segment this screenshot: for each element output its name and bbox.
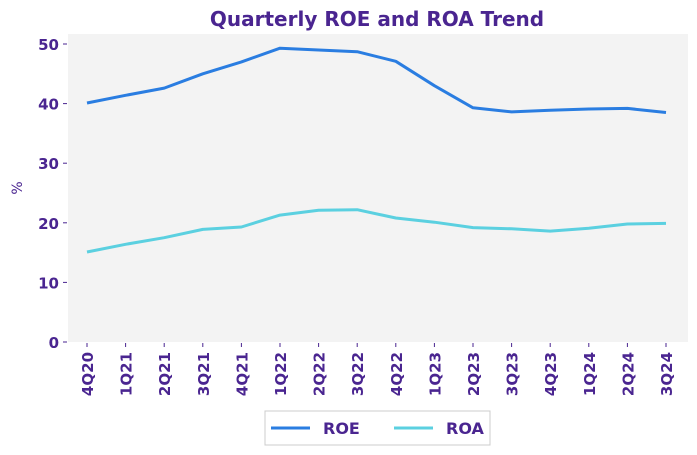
x-tick-label: 3Q22 [349,352,367,396]
x-tick-label: 1Q21 [118,352,136,396]
legend: ROE ROA [264,410,491,446]
x-tick-label: 2Q23 [465,352,483,396]
x-tick-label: 4Q23 [542,352,560,396]
series-line-roa [86,208,667,254]
y-tick-label: 30 [38,155,59,173]
series-layer [86,46,667,254]
x-tick-label: 4Q20 [79,352,97,396]
x-tick-label: 1Q22 [272,352,290,396]
legend-label-roa[interactable]: ROA [446,419,484,438]
series-line-roe [86,46,667,114]
x-tick-label: 4Q22 [388,352,406,396]
y-axis: 0 10 20 30 40 50 [38,36,67,352]
legend-label-roe[interactable]: ROE [323,419,360,438]
plot-area [68,34,688,342]
x-tick-label: 1Q23 [426,352,444,396]
y-tick-label: 40 [38,96,59,114]
x-tick-label: 2Q21 [156,352,174,396]
y-tick-label: 10 [38,274,59,292]
chart-title: Quarterly ROE and ROA Trend [210,7,544,31]
x-tick-label: 1Q24 [581,352,599,396]
x-tick-label: 2Q24 [619,352,637,396]
x-tick-label: 3Q24 [658,352,676,396]
x-tick-label: 2Q22 [311,352,329,396]
y-tick-label: 20 [38,215,59,233]
x-tick-label: 3Q23 [504,352,522,396]
y-tick-label: 50 [38,36,59,54]
y-axis-label: % [10,181,26,194]
x-axis: 4Q20 1Q21 2Q21 3Q21 4Q21 1Q22 2Q22 3Q22 4Q22 1Q23… [79,343,676,396]
x-tick-label: 3Q21 [195,352,213,396]
y-tick-label: 0 [49,334,59,352]
x-tick-label: 4Q21 [233,352,251,396]
